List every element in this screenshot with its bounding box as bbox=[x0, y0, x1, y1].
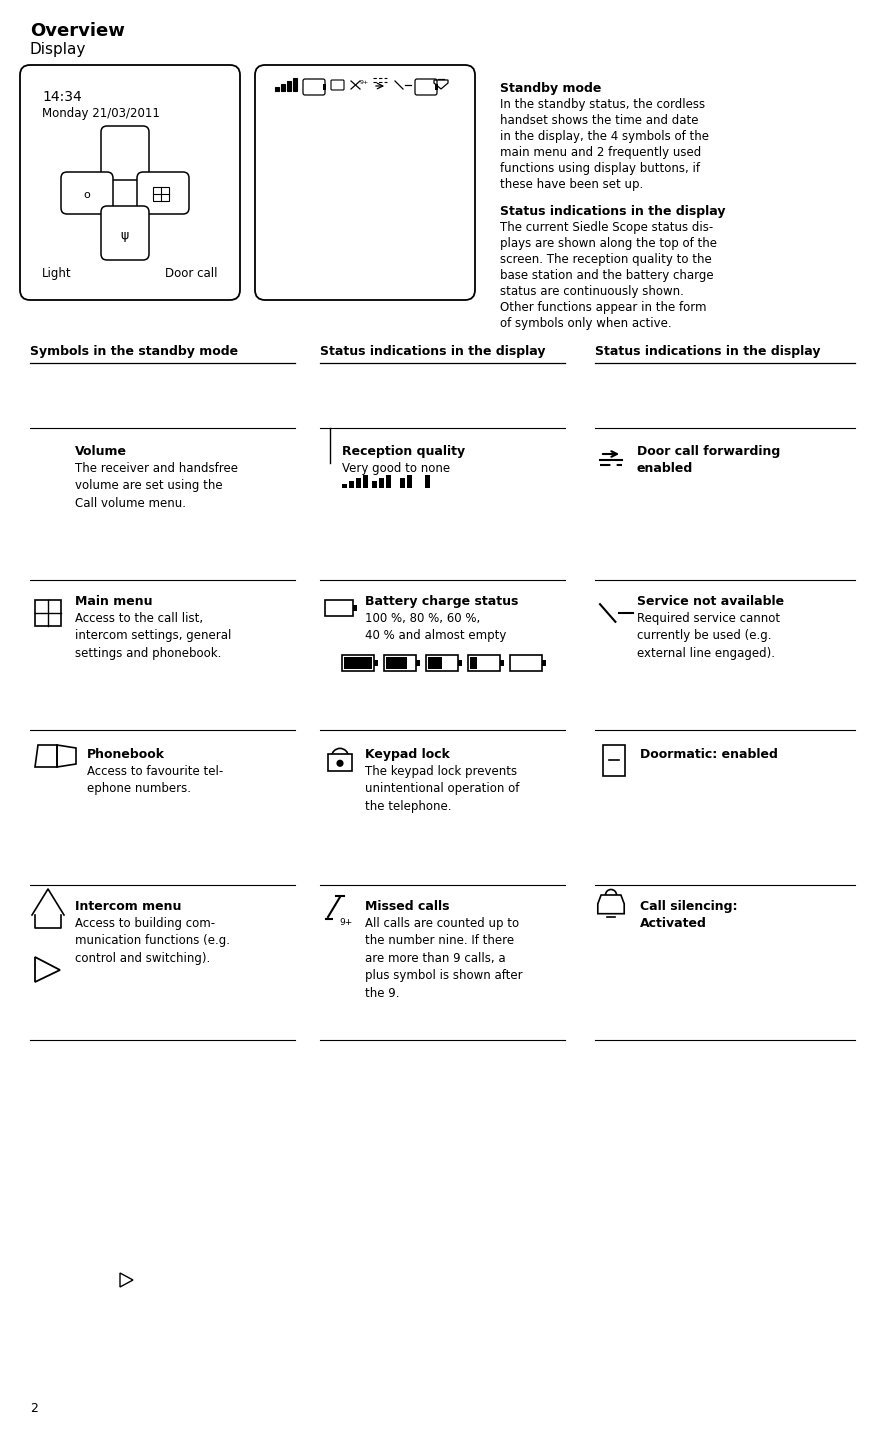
Text: Overview: Overview bbox=[30, 22, 125, 40]
Bar bbox=[399, 478, 405, 488]
FancyBboxPatch shape bbox=[20, 65, 240, 300]
Bar bbox=[425, 475, 429, 488]
Text: 9+: 9+ bbox=[339, 918, 352, 927]
Text: 2: 2 bbox=[30, 1402, 38, 1415]
FancyBboxPatch shape bbox=[61, 172, 113, 214]
Text: Very good to none: Very good to none bbox=[342, 462, 450, 475]
Text: Door call: Door call bbox=[165, 267, 218, 280]
Text: Reception quality: Reception quality bbox=[342, 445, 464, 458]
Bar bbox=[287, 80, 291, 90]
Text: Doormatic: enabled: Doormatic: enabled bbox=[639, 748, 777, 761]
Text: Symbols in the standby mode: Symbols in the standby mode bbox=[30, 344, 238, 357]
Bar bbox=[385, 657, 407, 669]
FancyBboxPatch shape bbox=[331, 80, 343, 90]
Text: Service not available: Service not available bbox=[637, 596, 783, 608]
Text: in the display, the 4 symbols of the: in the display, the 4 symbols of the bbox=[500, 131, 709, 144]
Bar bbox=[384, 654, 415, 672]
Text: these have been set up.: these have been set up. bbox=[500, 178, 643, 191]
Bar bbox=[349, 481, 354, 488]
Text: Missed calls: Missed calls bbox=[364, 900, 449, 913]
Text: The receiver and handsfree
volume are set using the
Call volume menu.: The receiver and handsfree volume are se… bbox=[75, 462, 238, 509]
Bar bbox=[292, 77, 297, 90]
Bar bbox=[542, 660, 545, 666]
Bar bbox=[342, 484, 347, 488]
Text: o: o bbox=[83, 189, 90, 199]
Text: Other functions appear in the form: Other functions appear in the form bbox=[500, 301, 706, 314]
Text: ψ: ψ bbox=[121, 228, 129, 241]
FancyBboxPatch shape bbox=[101, 207, 149, 260]
Bar bbox=[457, 660, 462, 666]
Text: main menu and 2 frequently used: main menu and 2 frequently used bbox=[500, 146, 701, 159]
Bar bbox=[343, 657, 371, 669]
Text: Battery charge status: Battery charge status bbox=[364, 596, 518, 608]
Text: Access to favourite tel-
ephone numbers.: Access to favourite tel- ephone numbers. bbox=[87, 765, 223, 795]
Text: Standby mode: Standby mode bbox=[500, 82, 601, 95]
Text: Keypad lock: Keypad lock bbox=[364, 748, 450, 761]
FancyBboxPatch shape bbox=[101, 126, 149, 179]
Bar bbox=[415, 660, 420, 666]
Bar bbox=[426, 654, 457, 672]
Text: Monday 21/03/2011: Monday 21/03/2011 bbox=[42, 108, 160, 121]
Text: Access to building com-
munication functions (e.g.
control and switching).: Access to building com- munication funct… bbox=[75, 917, 230, 964]
Text: Door call forwarding
enabled: Door call forwarding enabled bbox=[637, 445, 780, 475]
Text: Status indications in the display: Status indications in the display bbox=[500, 205, 724, 218]
Text: 9+: 9+ bbox=[360, 80, 369, 86]
Bar bbox=[342, 654, 373, 672]
Bar bbox=[275, 88, 278, 90]
Text: Display: Display bbox=[30, 42, 86, 57]
Bar bbox=[500, 660, 503, 666]
Text: 14:34: 14:34 bbox=[42, 90, 82, 103]
Bar bbox=[363, 475, 368, 488]
Text: 100 %, 80 %, 60 %,
40 % and almost empty: 100 %, 80 %, 60 %, 40 % and almost empty bbox=[364, 611, 506, 643]
Text: Status indications in the display: Status indications in the display bbox=[320, 344, 545, 357]
Text: Status indications in the display: Status indications in the display bbox=[594, 344, 819, 357]
Bar bbox=[470, 657, 477, 669]
Bar bbox=[322, 85, 326, 90]
Bar bbox=[602, 745, 624, 776]
Bar bbox=[353, 606, 356, 611]
Bar bbox=[509, 654, 542, 672]
Text: Access to the call list,
intercom settings, general
settings and phonebook.: Access to the call list, intercom settin… bbox=[75, 611, 231, 660]
Bar bbox=[371, 481, 377, 488]
Text: screen. The reception quality to the: screen. The reception quality to the bbox=[500, 253, 711, 265]
Bar bbox=[325, 600, 353, 616]
Text: Main menu: Main menu bbox=[75, 596, 152, 608]
Text: Intercom menu: Intercom menu bbox=[75, 900, 181, 913]
Bar bbox=[356, 478, 361, 488]
FancyBboxPatch shape bbox=[137, 172, 189, 214]
Bar bbox=[407, 475, 412, 488]
Text: The current Siedle Scope status dis-: The current Siedle Scope status dis- bbox=[500, 221, 712, 234]
FancyBboxPatch shape bbox=[303, 79, 325, 95]
Bar bbox=[428, 657, 442, 669]
Text: of symbols only when active.: of symbols only when active. bbox=[500, 317, 671, 330]
Bar bbox=[327, 753, 351, 771]
FancyBboxPatch shape bbox=[255, 65, 474, 300]
Bar bbox=[385, 475, 391, 488]
Text: plays are shown along the top of the: plays are shown along the top of the bbox=[500, 237, 716, 250]
Text: Volume: Volume bbox=[75, 445, 126, 458]
Bar bbox=[281, 85, 284, 90]
Text: Light: Light bbox=[42, 267, 71, 280]
Text: functions using display buttons, if: functions using display buttons, if bbox=[500, 162, 699, 175]
Text: Required service cannot
currently be used (e.g.
external line engaged).: Required service cannot currently be use… bbox=[637, 611, 780, 660]
Text: handset shows the time and date: handset shows the time and date bbox=[500, 113, 698, 128]
Text: base station and the battery charge: base station and the battery charge bbox=[500, 268, 713, 283]
Text: Call silencing:
Activated: Call silencing: Activated bbox=[639, 900, 737, 930]
Text: status are continuously shown.: status are continuously shown. bbox=[500, 286, 683, 298]
Text: In the standby status, the cordless: In the standby status, the cordless bbox=[500, 98, 704, 110]
FancyBboxPatch shape bbox=[414, 79, 436, 95]
Bar bbox=[153, 187, 169, 201]
Bar bbox=[35, 600, 61, 626]
Bar bbox=[378, 478, 384, 488]
Bar bbox=[467, 654, 500, 672]
Bar bbox=[435, 85, 437, 90]
Bar bbox=[373, 660, 378, 666]
Circle shape bbox=[337, 761, 342, 766]
Text: Phonebook: Phonebook bbox=[87, 748, 165, 761]
Text: The keypad lock prevents
unintentional operation of
the telephone.: The keypad lock prevents unintentional o… bbox=[364, 765, 519, 814]
Text: All calls are counted up to
the number nine. If there
are more than 9 calls, a
p: All calls are counted up to the number n… bbox=[364, 917, 522, 1000]
